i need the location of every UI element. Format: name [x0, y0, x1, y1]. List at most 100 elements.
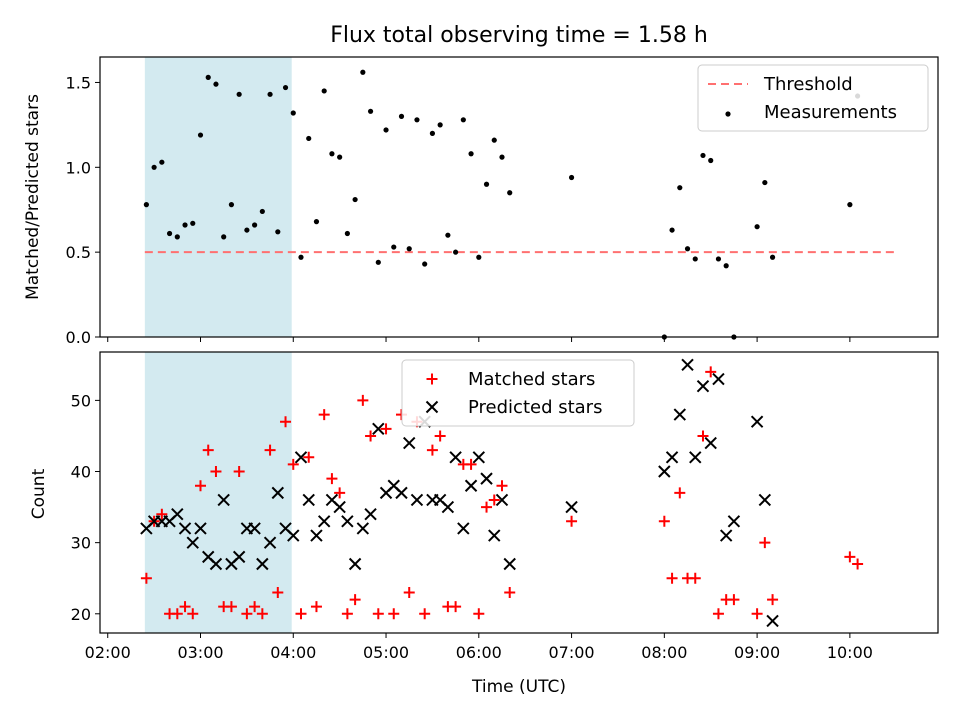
predicted-star-marker: [248, 522, 261, 535]
predicted-star-marker: [217, 493, 230, 507]
predicted-star-marker: [348, 557, 362, 571]
matched-star-marker: [465, 458, 477, 470]
measurement-point: [692, 256, 698, 262]
x-tick-label: 04:00: [270, 643, 316, 662]
x-tick-label: 05:00: [363, 643, 409, 662]
matched-star-marker: [712, 608, 724, 620]
x-tick-label: 10:00: [827, 643, 873, 662]
legend-box: [401, 359, 635, 427]
measurement-point: [723, 263, 729, 269]
measurement-point: [847, 202, 853, 208]
measurement-point: [159, 159, 165, 165]
y-tick-label: 20: [71, 605, 91, 624]
predicted-star-marker: [457, 522, 470, 535]
y-tick-label: 1.0: [66, 158, 91, 177]
matched-star-marker: [473, 608, 485, 620]
matched-star-marker: [488, 494, 500, 506]
predicted-star-marker: [696, 379, 710, 393]
matched-star-marker: [674, 487, 686, 499]
measurement-point: [715, 256, 722, 262]
measurement-point: [344, 230, 350, 237]
predicted-star-marker: [758, 493, 772, 507]
y-tick-label: 50: [71, 391, 91, 410]
predicted-star-marker: [681, 358, 694, 372]
x-tick-label: 02:00: [85, 643, 131, 662]
predicted-star-marker: [372, 422, 385, 436]
measurement-point: [259, 208, 265, 215]
measurement-point: [422, 261, 428, 267]
measurement-point: [360, 69, 366, 75]
measurement-point: [290, 110, 296, 116]
axes-frame: [99, 56, 939, 338]
measurement-point: [313, 219, 320, 225]
predicted-star-marker: [495, 493, 509, 507]
measurement-point: [228, 202, 235, 208]
measurement-point: [460, 117, 466, 123]
measurement-point: [151, 164, 157, 170]
matched-star-marker: [272, 586, 284, 598]
predicted-star-marker: [232, 550, 246, 564]
matched-star-marker: [419, 608, 431, 620]
y-tick-label: 0.5: [66, 243, 91, 262]
measurement-point: [166, 230, 173, 237]
matched-star-marker: [728, 594, 740, 606]
measurement-point: [468, 151, 474, 157]
legend-label: Measurements: [764, 102, 897, 123]
measurement-point: [352, 196, 358, 203]
matched-star-marker: [225, 601, 237, 613]
shaded-interval: [144, 352, 292, 633]
measurement-point: [337, 154, 343, 160]
matched-star-marker: [658, 515, 670, 527]
measurement-point: [568, 174, 575, 181]
matched-star-marker: [426, 444, 438, 456]
matched-star-marker: [326, 473, 338, 485]
chart-title: Flux total observing time = 1.58 h: [330, 23, 708, 48]
matched-star-marker: [156, 508, 168, 520]
predicted-star-marker: [294, 451, 308, 464]
matched-star-marker: [689, 572, 701, 584]
x-tick-label: 08:00: [641, 643, 687, 662]
predicted-star-marker: [441, 500, 455, 514]
measurement-point: [661, 334, 667, 340]
predicted-star-marker: [263, 536, 277, 549]
matched-star-marker: [759, 537, 771, 549]
predicted-star-marker: [480, 472, 493, 485]
measurement-point: [429, 130, 436, 136]
matched-star-marker: [140, 572, 152, 584]
predicted-star-marker: [727, 515, 741, 528]
predicted-star-marker: [689, 451, 702, 464]
measurement-point: [700, 152, 706, 159]
predicted-star-marker: [464, 479, 478, 492]
measurement-point: [406, 246, 412, 252]
predicted-star-marker: [472, 451, 486, 464]
predicted-star-marker: [317, 515, 331, 528]
measurement-point: [213, 81, 219, 87]
predicted-star-marker: [658, 465, 671, 478]
measurement-point: [282, 84, 289, 91]
matched-star-marker: [280, 416, 292, 428]
predicted-star-marker: [665, 451, 679, 464]
matched-star-marker: [341, 608, 353, 620]
measurement-point: [754, 224, 760, 230]
measurement-point: [306, 135, 312, 142]
predicted-star-marker: [310, 529, 323, 542]
predicted-star-marker: [287, 529, 300, 542]
predicted-star-marker: [256, 557, 269, 571]
legend-label: Matched stars: [468, 369, 595, 390]
measurement-point: [375, 259, 381, 265]
measurement-point: [367, 108, 374, 114]
predicted-star-marker: [503, 557, 516, 571]
matched-star-marker: [357, 394, 369, 406]
measurement-point: [321, 88, 327, 94]
predicted-star-marker: [356, 522, 370, 535]
matched-star-marker: [697, 430, 709, 442]
measurement-point: [453, 249, 459, 255]
matched-star-marker: [202, 444, 214, 456]
predicted-star-marker: [209, 557, 223, 571]
predicted-star-marker: [719, 529, 733, 542]
predicted-star-marker: [171, 507, 184, 521]
y-tick-label: 40: [71, 463, 91, 482]
matched-star-marker: [287, 458, 299, 470]
predicted-star-marker: [673, 408, 687, 421]
